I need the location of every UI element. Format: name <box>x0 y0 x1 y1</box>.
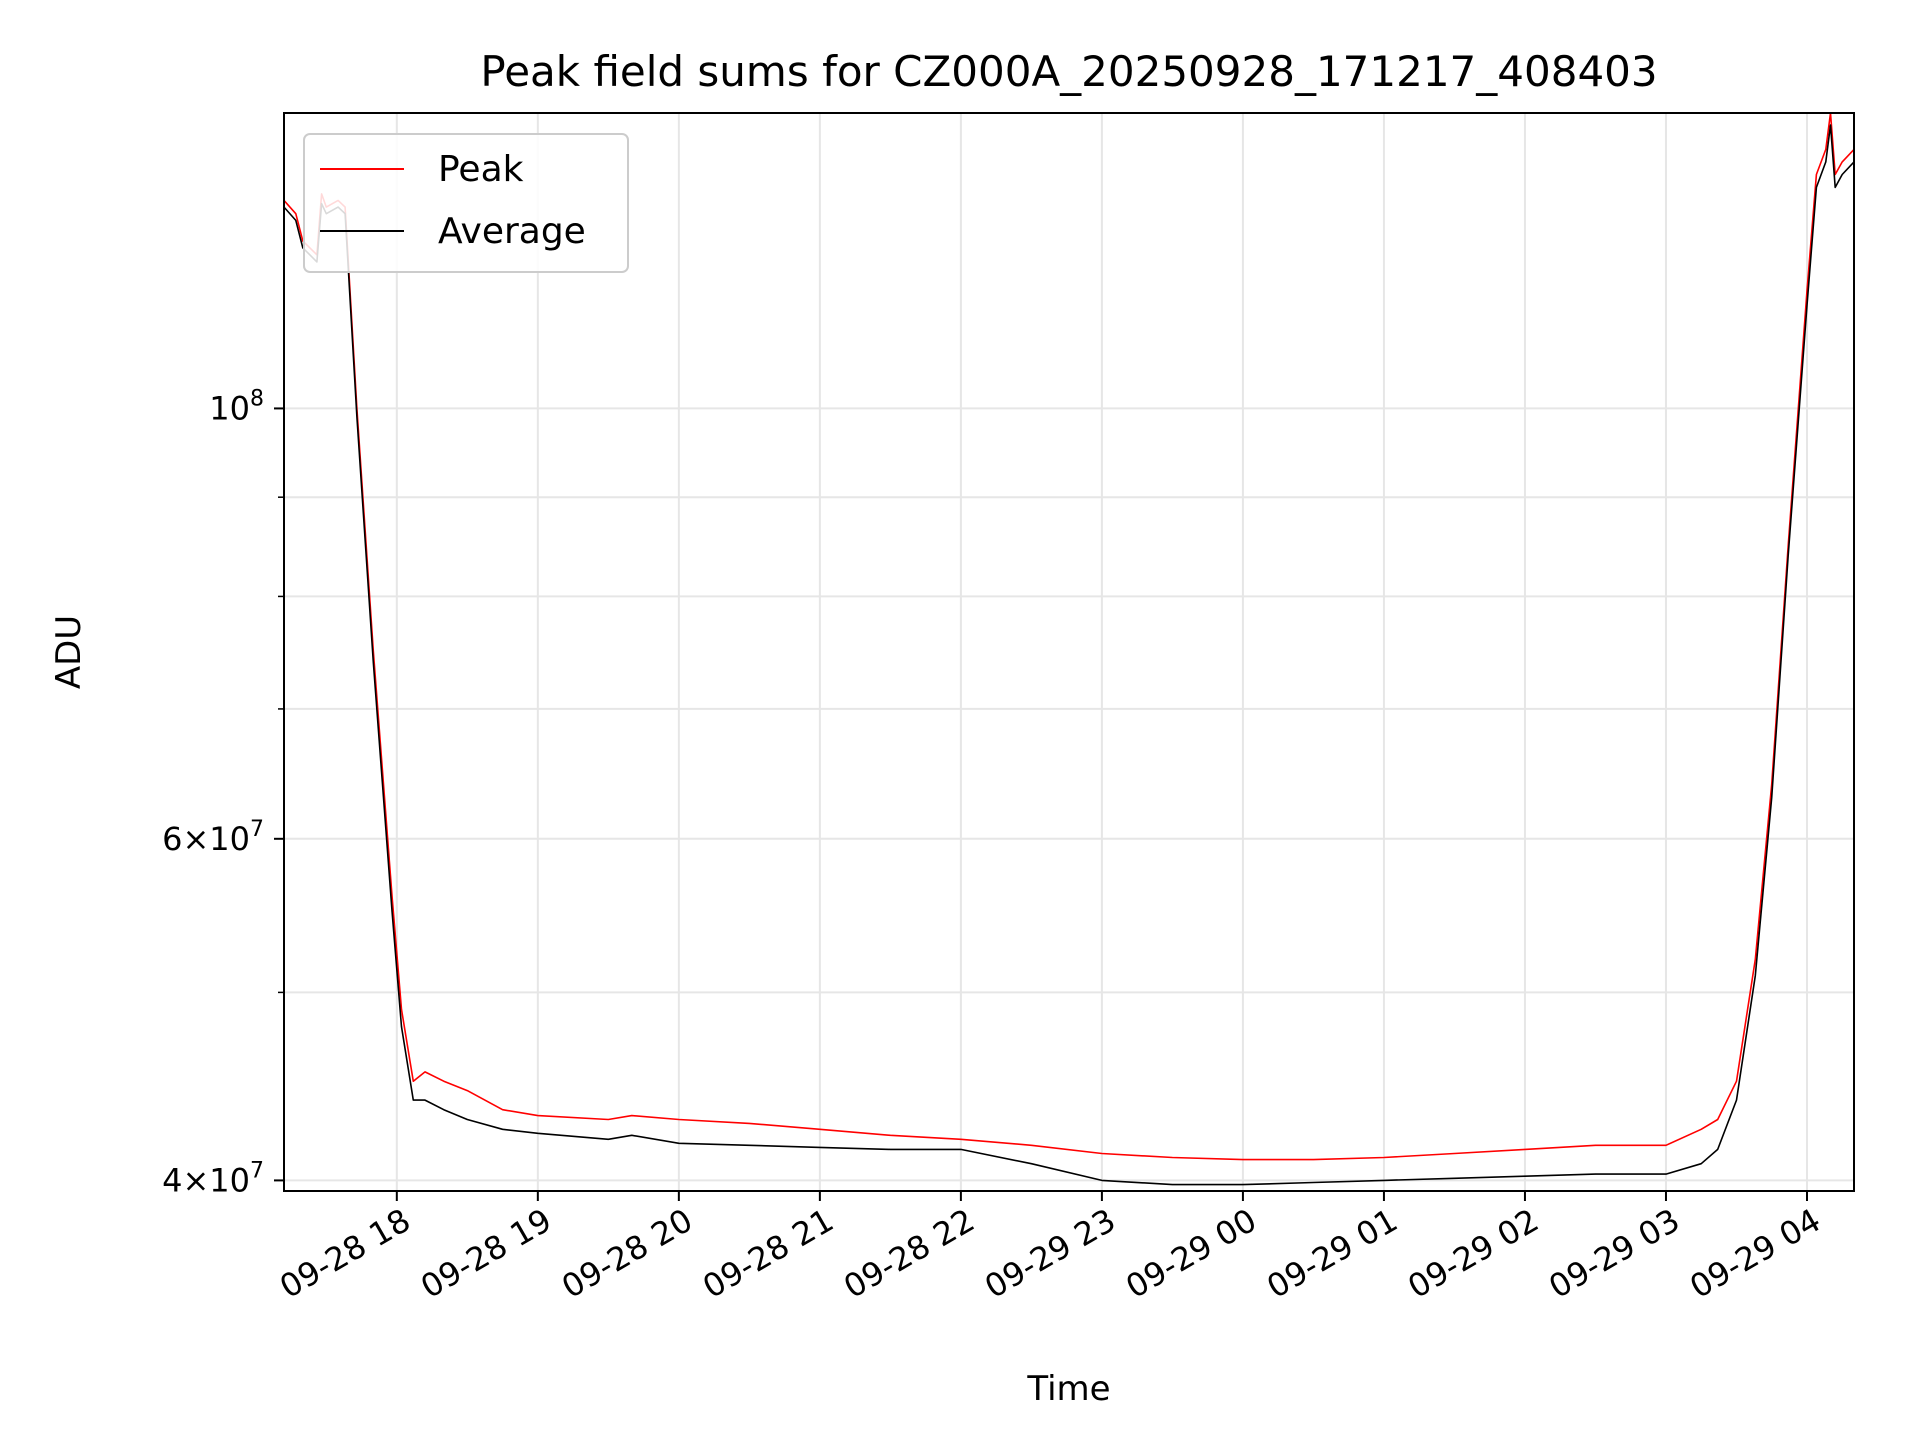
y-tick-exponent: 7 <box>250 1158 264 1183</box>
legend: Peak Average <box>303 133 629 273</box>
x-tick-label: 09-28 21 <box>696 1201 840 1306</box>
x-tick-label: 09-29 02 <box>1401 1201 1545 1306</box>
x-tick-label: 09-29 04 <box>1683 1201 1827 1306</box>
plot-frame <box>283 112 1855 1192</box>
y-tick-base: 6×10 <box>162 820 250 858</box>
legend-label-average: Average <box>438 211 586 252</box>
chart-title: Peak field sums for CZ000A_20250928_1712… <box>480 47 1657 96</box>
legend-label-peak: Peak <box>438 149 524 190</box>
x-tick-label: 09-29 01 <box>1260 1201 1404 1306</box>
grid <box>284 113 1854 1191</box>
series-line-average <box>284 124 1854 1186</box>
x-tick-label: 09-29 23 <box>978 1201 1122 1306</box>
x-tick-label: 09-28 20 <box>555 1201 699 1306</box>
x-tick-label: 09-28 19 <box>414 1201 558 1306</box>
y-tick-exponent: 8 <box>250 386 264 411</box>
y-tick-label: 108 <box>209 386 264 427</box>
y-tick-base: 10 <box>209 389 250 427</box>
x-tick-label: 09-29 00 <box>1119 1201 1263 1306</box>
x-tick-label: 09-28 18 <box>273 1201 417 1306</box>
x-tick-label: 09-28 22 <box>837 1201 981 1306</box>
x-axis-label: Time <box>1026 1369 1110 1409</box>
y-tick-exponent: 7 <box>250 817 264 842</box>
series-layer <box>284 113 1854 1186</box>
y-tick-label: 4×107 <box>162 1158 264 1199</box>
x-tick-label: 09-29 03 <box>1542 1201 1686 1306</box>
y-tick-label: 6×107 <box>162 817 264 858</box>
y-tick-base: 4×10 <box>162 1161 250 1199</box>
y-axis-label: ADU <box>49 615 89 689</box>
